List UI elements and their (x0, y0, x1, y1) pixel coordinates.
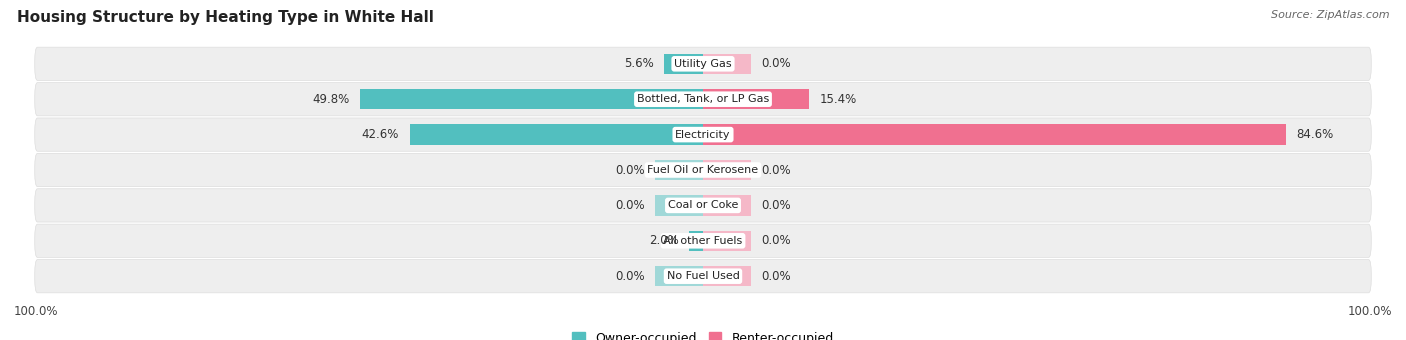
Text: Utility Gas: Utility Gas (675, 59, 731, 69)
FancyBboxPatch shape (35, 153, 1371, 187)
Text: 0.0%: 0.0% (762, 164, 792, 176)
Text: 100.0%: 100.0% (14, 305, 59, 318)
Text: 100.0%: 100.0% (1347, 305, 1392, 318)
FancyBboxPatch shape (35, 47, 1371, 81)
Text: 0.0%: 0.0% (614, 270, 644, 283)
Bar (360, 89, 703, 109)
Text: 0.0%: 0.0% (762, 199, 792, 212)
Text: 0.0%: 0.0% (762, 57, 792, 70)
FancyBboxPatch shape (35, 83, 1371, 116)
Text: Source: ZipAtlas.com: Source: ZipAtlas.com (1271, 10, 1389, 20)
Text: 2.0%: 2.0% (650, 234, 679, 247)
Text: 0.0%: 0.0% (614, 164, 644, 176)
Text: Bottled, Tank, or LP Gas: Bottled, Tank, or LP Gas (637, 94, 769, 104)
Bar (703, 195, 751, 216)
FancyBboxPatch shape (35, 118, 1371, 151)
Text: 0.0%: 0.0% (762, 270, 792, 283)
Text: 49.8%: 49.8% (312, 93, 350, 106)
Text: 0.0%: 0.0% (762, 234, 792, 247)
Bar (655, 266, 703, 287)
Bar (689, 231, 703, 251)
Bar (703, 53, 751, 74)
Bar (409, 124, 703, 145)
Bar (655, 160, 703, 180)
Text: 42.6%: 42.6% (361, 128, 399, 141)
Bar (703, 160, 751, 180)
Bar (655, 195, 703, 216)
Text: All other Fuels: All other Fuels (664, 236, 742, 246)
Text: No Fuel Used: No Fuel Used (666, 271, 740, 281)
FancyBboxPatch shape (35, 259, 1371, 293)
Text: Housing Structure by Heating Type in White Hall: Housing Structure by Heating Type in Whi… (17, 10, 433, 25)
Bar (665, 53, 703, 74)
Text: 15.4%: 15.4% (820, 93, 856, 106)
Text: Electricity: Electricity (675, 130, 731, 140)
Bar (703, 124, 1286, 145)
Text: 0.0%: 0.0% (614, 199, 644, 212)
Legend: Owner-occupied, Renter-occupied: Owner-occupied, Renter-occupied (568, 327, 838, 340)
Bar (703, 266, 751, 287)
FancyBboxPatch shape (35, 189, 1371, 222)
Text: Fuel Oil or Kerosene: Fuel Oil or Kerosene (647, 165, 759, 175)
Bar (703, 231, 751, 251)
Bar (703, 89, 808, 109)
Text: 84.6%: 84.6% (1296, 128, 1333, 141)
Text: 5.6%: 5.6% (624, 57, 654, 70)
Text: Coal or Coke: Coal or Coke (668, 200, 738, 210)
FancyBboxPatch shape (35, 224, 1371, 257)
